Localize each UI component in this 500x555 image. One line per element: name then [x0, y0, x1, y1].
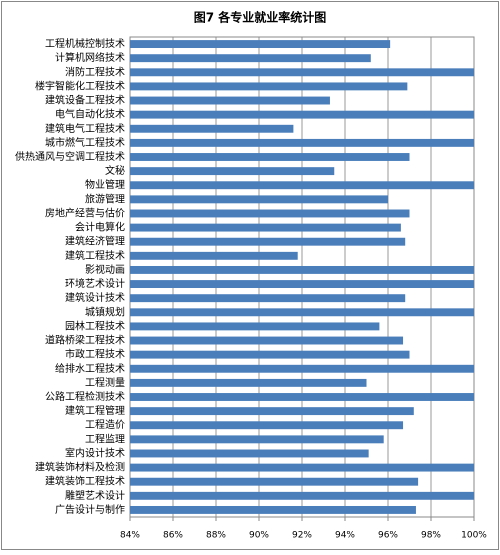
bar [130, 153, 410, 161]
y-tick-label: 影视动画 [85, 263, 125, 276]
bar [130, 181, 474, 190]
y-tick-label: 广告设计与制作 [55, 503, 125, 516]
y-tick-label: 公路工程检测技术 [45, 390, 125, 403]
y-tick-label: 建筑设计技术 [65, 291, 125, 304]
x-tick-label: 88% [206, 531, 226, 541]
y-tick-label: 建筑工程管理 [65, 404, 125, 417]
bar [130, 336, 404, 345]
bar [130, 407, 414, 416]
bar [130, 435, 384, 444]
x-tick-label: 100% [461, 531, 487, 541]
bar [130, 237, 406, 246]
bar [130, 82, 408, 91]
y-tick-label: 建筑设备工程技术 [45, 94, 125, 107]
y-tick-label: 工程机械控制技术 [45, 37, 125, 50]
y-tick-label: 会计电算化 [75, 221, 125, 234]
x-tick-label: 84% [120, 531, 140, 541]
bar [130, 322, 380, 331]
y-tick-label: 消防工程技术 [65, 65, 125, 78]
bar [130, 350, 410, 359]
y-tick-label: 计算机网络技术 [55, 51, 125, 64]
y-tick-label: 园林工程技术 [65, 319, 125, 332]
y-tick-label: 工程监理 [85, 432, 125, 445]
bar [130, 209, 410, 218]
bar [130, 463, 474, 472]
bar [130, 68, 474, 77]
bar [130, 96, 330, 105]
bar [130, 505, 416, 514]
y-tick-label: 建筑工程技术 [65, 249, 125, 262]
y-tick-label: 环境艺术设计 [65, 277, 125, 290]
y-tick-label: 建筑装饰工程技术 [45, 475, 125, 488]
y-tick-label: 建筑装饰材料及检测 [35, 461, 125, 474]
y-tick-label: 电气自动化技术 [55, 108, 125, 121]
y-tick-label: 旅游管理 [85, 192, 125, 205]
bar [130, 421, 404, 430]
y-tick-label: 雕塑艺术设计 [65, 489, 125, 502]
y-tick-label: 室内设计技术 [65, 446, 125, 459]
y-tick-label: 建筑经济管理 [65, 235, 125, 248]
y-tick-label: 文秘 [105, 164, 125, 177]
bar [130, 393, 474, 401]
x-tick-label: 96% [378, 531, 398, 541]
bar [130, 138, 474, 147]
plot-frame [129, 36, 475, 518]
x-tick-label: 86% [163, 531, 183, 541]
bar [130, 294, 406, 303]
bar [130, 124, 294, 133]
bar [130, 54, 371, 63]
y-tick-label: 房地产经营与估价 [45, 206, 125, 219]
y-tick-label: 市政工程技术 [65, 348, 125, 361]
bar [130, 308, 474, 317]
y-tick-label: 建筑电气工程技术 [45, 122, 125, 135]
bar [130, 378, 367, 387]
x-tick-label: 92% [292, 531, 312, 541]
y-tick-label: 道路桥梁工程技术 [45, 334, 125, 347]
bar [130, 195, 388, 204]
y-tick-label: 给排水工程技术 [55, 362, 125, 375]
y-tick-label: 工程测量 [85, 376, 125, 389]
x-tick-label: 94% [335, 531, 355, 541]
bar [130, 223, 401, 232]
bar [130, 364, 474, 373]
x-tick-label: 98% [421, 531, 441, 541]
y-tick-label: 城镇规划 [85, 305, 125, 318]
bar [130, 110, 474, 119]
bar [130, 265, 474, 274]
bar [130, 280, 474, 289]
y-tick-label: 物业管理 [85, 178, 125, 191]
y-tick-label: 楼宇智能化工程技术 [35, 79, 125, 92]
chart-title: 图7 各专业就业率统计图 [194, 10, 327, 25]
x-tick-label: 90% [249, 531, 269, 541]
bar [130, 449, 369, 458]
bar [130, 40, 391, 49]
y-tick-label: 城市燃气工程技术 [45, 136, 125, 149]
bar [130, 251, 298, 260]
bar [130, 167, 335, 176]
y-tick-label: 工程造价 [85, 418, 125, 431]
bar [130, 491, 474, 500]
y-tick-label: 供热通风与空调工程技术 [15, 150, 125, 163]
bar [130, 477, 419, 486]
